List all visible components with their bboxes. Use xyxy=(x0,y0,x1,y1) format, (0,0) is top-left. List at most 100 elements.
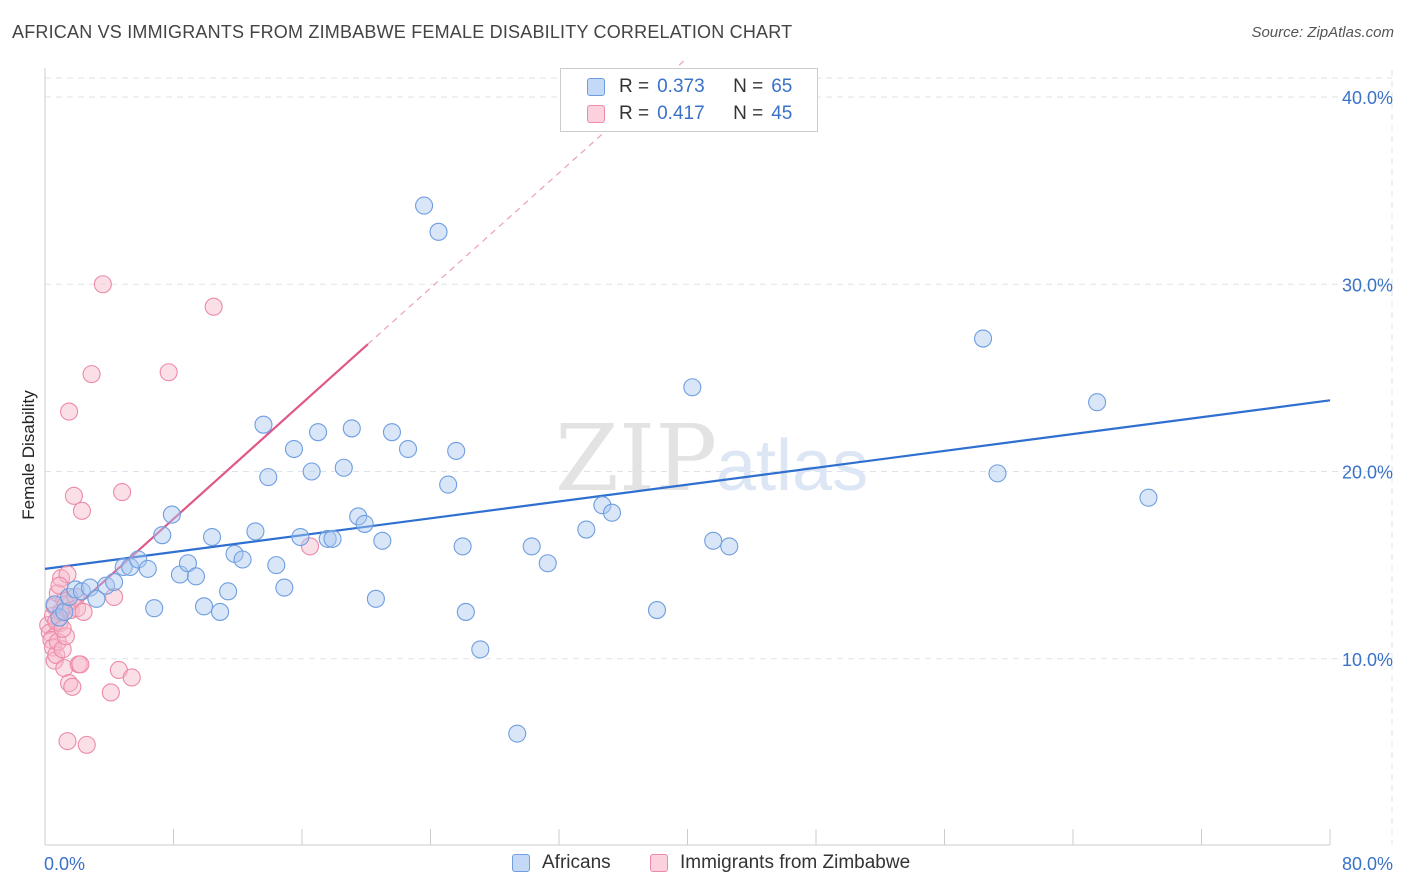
data-point-africans xyxy=(129,550,148,569)
data-point-africans xyxy=(162,505,181,524)
data-point-africans xyxy=(577,520,596,539)
data-point-africans xyxy=(522,537,541,556)
chart-title: AFRICAN VS IMMIGRANTS FROM ZIMBABWE FEMA… xyxy=(12,22,793,42)
legend-label-africans: Africans xyxy=(542,852,611,873)
data-point-zimbabwe xyxy=(63,677,82,696)
axes xyxy=(44,68,1331,846)
data-point-africans xyxy=(334,458,353,477)
data-point-africans xyxy=(219,582,238,601)
legend-swatch-africans xyxy=(587,78,605,96)
y-tick-label: 30.0% xyxy=(1342,275,1393,295)
x-tick-label-min: 0.0% xyxy=(44,854,85,874)
legend-n-label: N = xyxy=(733,76,764,97)
axis-labels: 10.0% 20.0% 30.0% 40.0% 0.0% 80.0% xyxy=(44,88,1393,874)
data-point-africans xyxy=(318,529,337,548)
source-label: Source: ZipAtlas.com xyxy=(1251,24,1394,41)
data-point-africans xyxy=(593,496,612,515)
data-point-africans xyxy=(439,475,458,494)
data-point-africans xyxy=(233,550,252,569)
data-point-africans xyxy=(602,503,622,522)
data-point-zimbabwe xyxy=(58,732,77,751)
data-point-zimbabwe xyxy=(122,668,141,687)
data-point-africans xyxy=(973,329,993,348)
data-point-africans xyxy=(355,514,374,533)
data-point-africans xyxy=(453,537,472,556)
data-point-africans xyxy=(366,589,385,608)
data-point-africans xyxy=(683,378,702,397)
data-point-africans xyxy=(1139,488,1158,507)
data-point-africans xyxy=(720,537,739,556)
legend-label-zimbabwe: Immigrants from Zimbabwe xyxy=(680,852,911,873)
y-tick-label: 20.0% xyxy=(1342,463,1393,483)
data-point-africans xyxy=(284,439,304,459)
data-point-africans xyxy=(138,559,157,578)
data-point-africans xyxy=(988,464,1007,483)
data-point-zimbabwe xyxy=(300,537,320,556)
series-zimbabwe-points xyxy=(39,275,320,754)
data-point-zimbabwe xyxy=(72,501,91,520)
data-point-africans xyxy=(398,439,418,459)
legend-swatch-zimbabwe xyxy=(650,854,668,872)
legend-r-value: 0.373 xyxy=(657,76,705,97)
legend-n-value: 65 xyxy=(771,76,793,97)
data-point-africans xyxy=(291,527,310,547)
gridlines xyxy=(45,70,1393,845)
legend-row-africans: R = 0.373 N = 65 xyxy=(587,75,792,99)
data-point-africans xyxy=(342,419,361,438)
data-point-africans xyxy=(87,589,106,608)
data-point-africans xyxy=(1088,393,1107,412)
data-point-zimbabwe xyxy=(77,735,96,754)
data-point-africans xyxy=(246,522,265,541)
x-tick-label-max: 80.0% xyxy=(1342,854,1393,874)
legend-r-label: R = xyxy=(619,76,650,97)
data-point-africans xyxy=(275,578,294,597)
data-point-africans xyxy=(323,529,342,548)
data-point-africans xyxy=(647,601,667,620)
data-point-africans xyxy=(50,608,69,627)
data-point-zimbabwe xyxy=(113,483,132,502)
data-point-africans xyxy=(415,196,434,215)
data-point-africans xyxy=(447,441,466,460)
data-point-zimbabwe xyxy=(74,602,93,621)
legend-r-value: 0.417 xyxy=(657,103,705,124)
data-point-africans xyxy=(145,599,164,618)
data-point-africans xyxy=(55,602,74,621)
data-point-zimbabwe xyxy=(204,297,223,316)
data-point-zimbabwe xyxy=(101,683,120,702)
data-point-africans xyxy=(153,526,172,545)
data-point-africans xyxy=(194,597,214,616)
legend-item-zimbabwe[interactable]: Immigrants from Zimbabwe xyxy=(650,852,910,874)
data-point-zimbabwe xyxy=(60,402,79,421)
legend-swatch-zimbabwe xyxy=(587,105,605,123)
data-point-africans xyxy=(105,572,124,592)
data-point-africans xyxy=(203,527,222,547)
data-point-zimbabwe xyxy=(159,363,178,382)
legend-r-label: R = xyxy=(619,103,650,124)
data-point-zimbabwe xyxy=(71,655,90,674)
data-point-africans xyxy=(309,423,328,442)
legend-n-value: 45 xyxy=(771,103,793,124)
y-tick-label: 10.0% xyxy=(1342,650,1393,670)
data-point-africans xyxy=(471,640,490,659)
data-point-africans xyxy=(508,724,527,743)
data-point-africans xyxy=(704,531,723,550)
watermark: ZIP atlas xyxy=(555,405,868,512)
legend-item-africans[interactable]: Africans xyxy=(512,852,611,874)
data-point-africans xyxy=(254,415,273,434)
data-point-zimbabwe xyxy=(93,275,112,294)
y-tick-label: 40.0% xyxy=(1342,88,1393,108)
data-point-africans xyxy=(302,462,321,481)
data-point-africans xyxy=(429,222,448,241)
data-point-zimbabwe xyxy=(64,486,83,505)
data-point-zimbabwe xyxy=(82,365,101,384)
data-point-africans xyxy=(349,507,368,526)
series-africans-points xyxy=(45,196,1158,743)
correlation-legend: R = 0.373 N = 65 R = 0.417 N = 45 xyxy=(560,68,818,132)
data-point-africans xyxy=(259,468,278,487)
data-point-africans xyxy=(456,602,475,621)
data-point-africans xyxy=(80,578,100,597)
legend-row-zimbabwe: R = 0.417 N = 45 xyxy=(587,102,792,126)
data-point-africans xyxy=(382,423,402,442)
data-point-africans xyxy=(211,602,230,621)
